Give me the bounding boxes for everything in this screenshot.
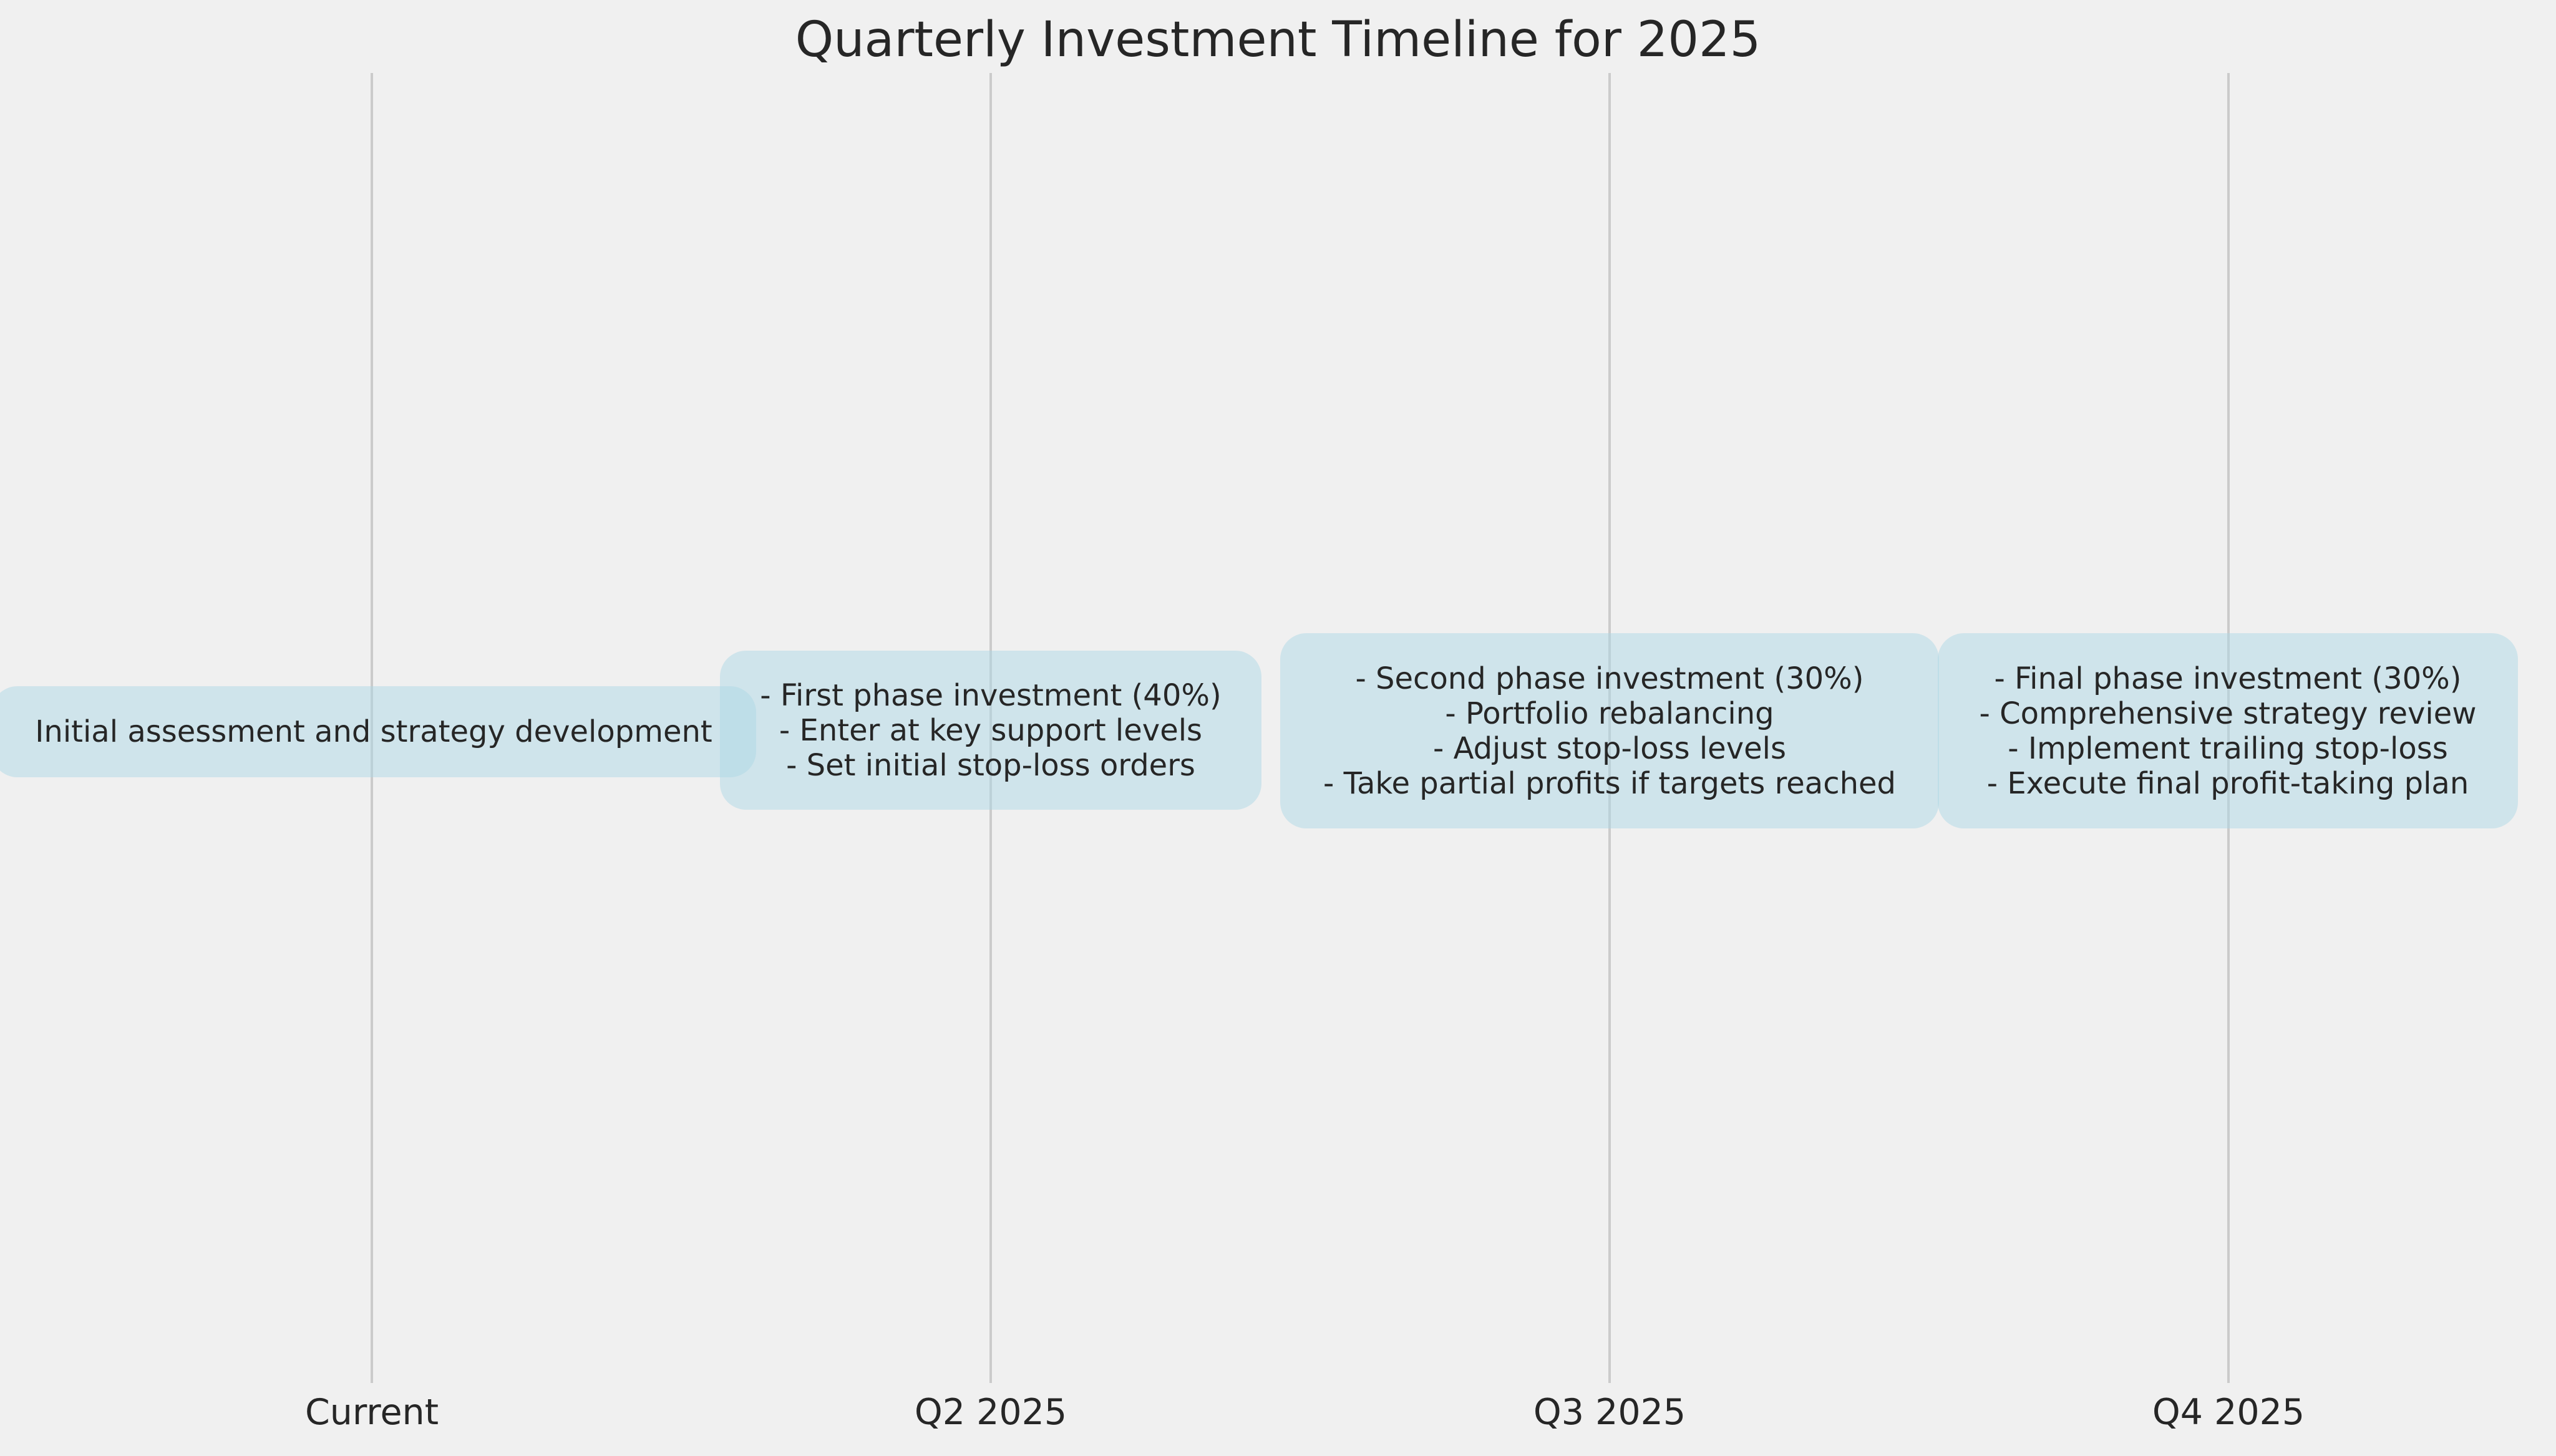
x-tick-label: Q4 2025 [2152, 1392, 2305, 1433]
milestone-text-line: - Second phase investment (30%) [1355, 661, 1864, 696]
x-tick-label: Q3 2025 [1533, 1392, 1686, 1433]
milestone-text-line: - Enter at key support levels [779, 712, 1203, 748]
milestone-text-line: - Set initial stop-loss orders [786, 747, 1195, 783]
milestone-box-current: Initial assessment and strategy developm… [0, 686, 756, 777]
milestone-box-q4: - Final phase investment (30%) - Compreh… [1938, 633, 2518, 828]
milestone-text-line: - Final phase investment (30%) [1994, 661, 2462, 696]
milestone-text-line: - Execute final profit-taking plan [1986, 765, 2469, 801]
milestone-text-line: - Comprehensive strategy review [1979, 696, 2477, 731]
milestone-box-q3: - Second phase investment (30%) - Portfo… [1280, 633, 1939, 828]
milestone-box-q2: - First phase investment (40%) - Enter a… [720, 651, 1261, 810]
milestone-text-line: Initial assessment and strategy developm… [35, 714, 712, 749]
milestone-text-line: - Implement trailing stop-loss [2008, 730, 2448, 766]
milestone-text-line: - Take partial profits if targets reache… [1323, 765, 1896, 801]
milestone-text-line: - Adjust stop-loss levels [1433, 730, 1786, 766]
milestone-text-line: - Portfolio rebalancing [1445, 696, 1774, 731]
chart-title: Quarterly Investment Timeline for 2025 [795, 12, 1761, 68]
x-tick-label: Q2 2025 [914, 1392, 1067, 1433]
x-tick-label: Current [304, 1392, 439, 1433]
milestone-text-line: - First phase investment (40%) [760, 677, 1222, 713]
